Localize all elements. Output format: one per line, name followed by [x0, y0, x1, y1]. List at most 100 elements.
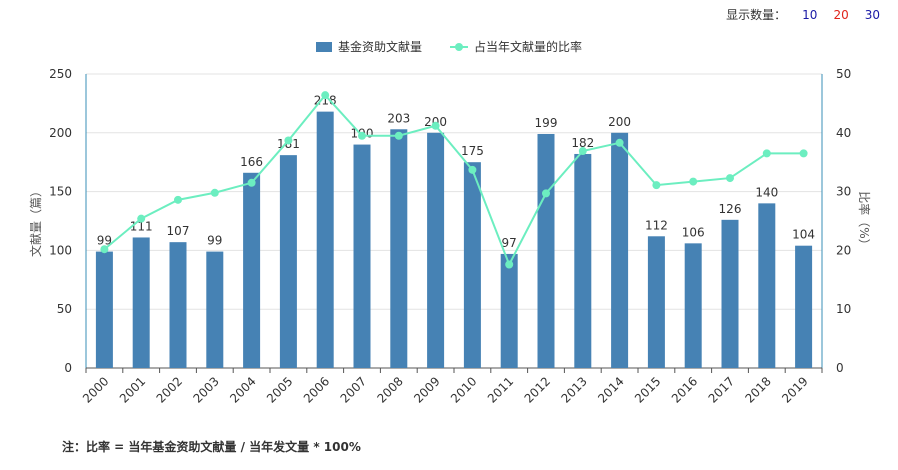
legend-bar-label: 基金资助文献量: [337, 40, 422, 54]
x-tick-label: 2008: [374, 374, 405, 405]
x-tick-label: 2011: [485, 374, 516, 405]
bar-data-label: 99: [207, 234, 222, 248]
y2-tick-label: 50: [836, 67, 851, 81]
display-count-control: 显示数量： 10 20 30: [726, 6, 880, 23]
x-tick-label: 2007: [338, 374, 369, 405]
x-tick-label: 2018: [742, 374, 773, 405]
x-tick-label: 2005: [264, 374, 295, 405]
ratio-point: [542, 189, 550, 198]
x-tick-label: 2009: [411, 374, 442, 405]
bar-data-label: 199: [535, 116, 558, 130]
legend-bar-swatch: [315, 41, 332, 52]
y2-tick-label: 0: [836, 361, 844, 375]
display-count-option-30[interactable]: 30: [864, 7, 880, 22]
ratio-point: [726, 174, 734, 183]
x-tick-label: 2001: [117, 374, 148, 405]
y2-tick-label: 30: [836, 185, 851, 199]
bar-data-label: 140: [755, 185, 778, 199]
x-tick-label: 2000: [80, 374, 111, 405]
ratio-point: [358, 131, 366, 140]
bar-data-label: 200: [608, 115, 631, 129]
bar: [390, 129, 408, 368]
y-tick-label: 150: [49, 185, 72, 199]
ratio-point: [247, 178, 256, 187]
bar: [574, 153, 592, 368]
ratio-point: [431, 121, 440, 130]
ratio-point: [799, 149, 808, 158]
y-tick-label: 100: [49, 243, 72, 257]
bar: [353, 144, 371, 368]
ratio-point: [284, 136, 293, 145]
bar-data-label: 175: [461, 144, 484, 158]
bar: [647, 236, 665, 368]
y-tick-label: 0: [64, 361, 72, 375]
ratio-point: [689, 177, 698, 186]
display-count-option-20[interactable]: 20: [833, 7, 849, 22]
bar: [721, 219, 739, 368]
y2-tick-label: 10: [836, 302, 851, 316]
x-tick-label: 2017: [706, 374, 737, 405]
x-tick-label: 2014: [595, 374, 626, 405]
y2-tick-label: 40: [836, 126, 851, 140]
bar: [95, 251, 113, 368]
ratio-point: [578, 147, 587, 156]
bar: [758, 203, 776, 368]
bar-data-label: 218: [314, 94, 337, 108]
bar: [463, 162, 481, 368]
bar: [427, 132, 445, 368]
ratio-point: [505, 260, 514, 269]
x-tick-label: 2003: [190, 374, 221, 405]
x-tick-label: 2012: [522, 374, 553, 405]
bar: [611, 132, 629, 368]
ratio-point: [174, 195, 182, 204]
ratio-point: [468, 165, 477, 174]
display-count-option-10[interactable]: 10: [802, 7, 818, 22]
bar: [795, 245, 813, 368]
ratio-point: [394, 131, 403, 140]
ratio-line: [103, 93, 804, 267]
bar: [500, 253, 518, 368]
bar-data-label: 99: [97, 234, 112, 248]
ratio-point: [210, 188, 219, 197]
legend-line-label: 占当年文献量的比率: [474, 40, 583, 54]
ratio-point: [615, 138, 624, 147]
bar: [279, 155, 297, 368]
y-tick-label: 200: [49, 126, 72, 140]
bar-data-label: 107: [167, 224, 190, 238]
bar-data-label: 182: [571, 136, 594, 150]
ratio-point: [762, 149, 771, 158]
y-tick-label: 50: [57, 302, 72, 316]
bar-data-label: 104: [792, 228, 815, 242]
bar: [169, 242, 187, 368]
legend-item-bar-series[interactable]: 基金资助文献量: [315, 38, 422, 55]
bar: [206, 251, 224, 368]
x-tick-label: 2006: [301, 374, 332, 405]
ratio-point: [652, 181, 661, 190]
bar: [132, 237, 150, 368]
y-tick-label: 250: [49, 67, 72, 81]
bar: [316, 111, 334, 368]
ratio-point: [100, 245, 109, 254]
legend-item-line-series[interactable]: 占当年文献量的比率: [450, 38, 582, 55]
chart-legend: 基金资助文献量 占当年文献量的比率: [0, 38, 898, 55]
bar-data-label: 203: [387, 111, 410, 125]
y2-tick-label: 20: [836, 243, 851, 257]
x-tick-label: 2013: [558, 374, 589, 405]
ratio-point: [137, 214, 146, 223]
display-count-label: 显示数量：: [726, 8, 787, 22]
ratio-point: [321, 91, 330, 100]
bar: [537, 133, 555, 368]
bar-data-label: 106: [682, 225, 705, 239]
x-tick-label: 2019: [779, 374, 810, 405]
bar: [684, 243, 702, 368]
bar-data-label: 112: [645, 218, 668, 232]
bar-data-label: 97: [502, 236, 517, 250]
x-tick-label: 2010: [448, 374, 479, 405]
x-tick-label: 2015: [632, 374, 663, 405]
y-axis-title: 文献量（篇）: [28, 185, 43, 257]
legend-line-swatch: [450, 42, 468, 52]
bar: [243, 172, 261, 368]
x-tick-label: 2004: [227, 374, 258, 405]
x-tick-label: 2002: [154, 374, 185, 405]
x-tick-label: 2016: [669, 374, 700, 405]
